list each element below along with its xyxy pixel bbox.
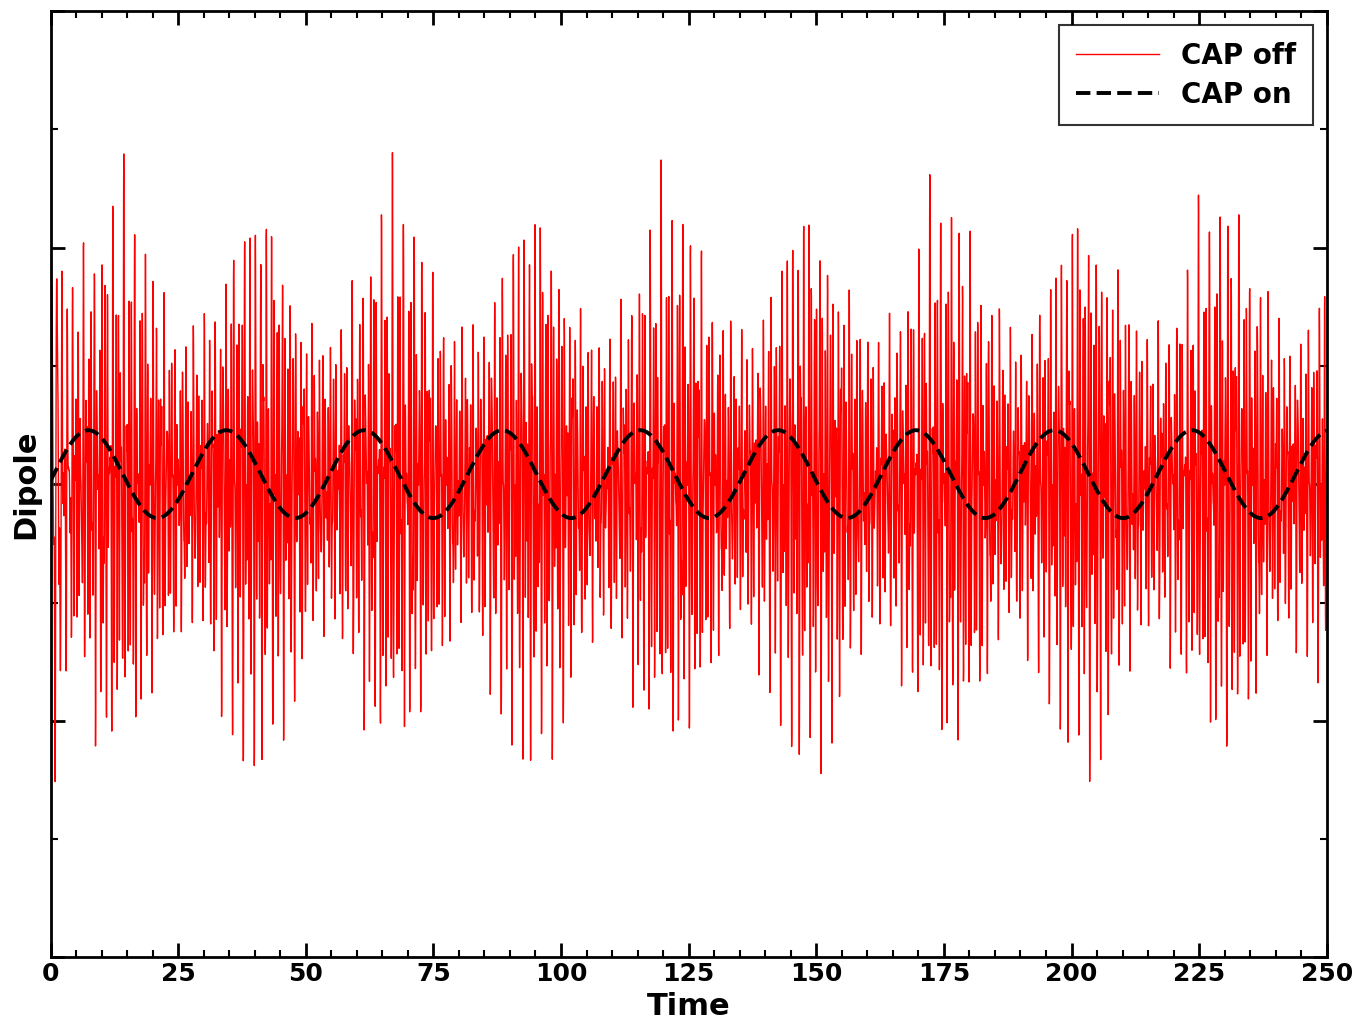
CAP off [854,605,870,617]
Line: CAP off: CAP off [50,45,1327,781]
CAP off [1057,443,1073,455]
CAP off [106,493,123,506]
CAP on [106,452,123,464]
Legend: CAP off, CAP on: CAP off, CAP on [1058,25,1314,126]
CAP on [1057,429,1073,442]
CAP on [42,475,59,487]
CAP on [798,454,814,466]
CAP on [505,429,521,442]
CAP on [854,503,870,515]
Line: CAP on: CAP on [50,430,1327,518]
CAP off [42,39,59,52]
CAP off [798,400,814,413]
CAP off [1319,433,1335,446]
CAP off [46,775,63,787]
CAP on [1319,424,1335,437]
Y-axis label: Dipole: Dipole [11,429,40,539]
X-axis label: Time: Time [647,992,731,1021]
CAP off [989,412,1005,424]
CAP on [989,506,1005,518]
CAP on [839,512,855,524]
CAP on [494,424,510,437]
CAP off [505,448,521,460]
